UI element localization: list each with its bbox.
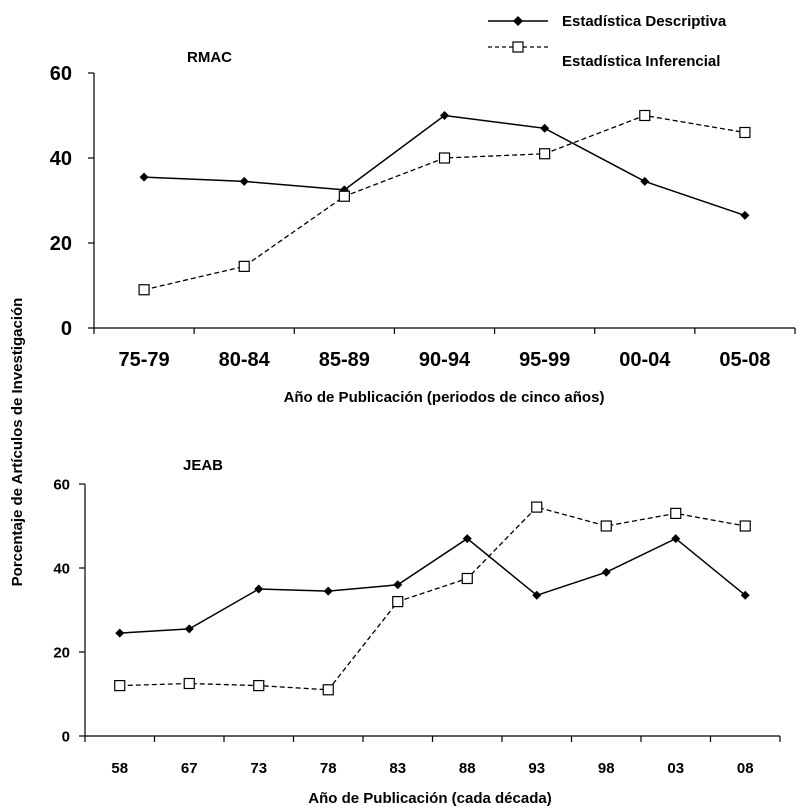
legend-marker-square <box>512 41 524 53</box>
chart-title-rmac: RMAC <box>187 49 232 66</box>
data-point-descriptiva <box>115 628 125 638</box>
legend-label-descriptiva: Estadística Descriptiva <box>562 13 727 30</box>
data-point-inferencial <box>138 284 150 296</box>
data-point-descriptiva <box>184 624 194 634</box>
y-tick-label: 40 <box>50 148 72 170</box>
data-point-inferencial <box>670 507 682 519</box>
data-point-descriptiva <box>254 584 264 594</box>
x-tick-label: 98 <box>598 760 615 777</box>
data-point-inferencial <box>114 679 126 692</box>
data-point-descriptiva <box>462 534 472 544</box>
x-tick-label: 73 <box>250 760 267 777</box>
data-point-inferencial <box>238 260 250 272</box>
x-tick-label: 83 <box>389 760 406 777</box>
data-point-descriptiva <box>323 586 333 596</box>
series-line-inferencial <box>119 506 746 691</box>
data-point-inferencial <box>338 190 350 202</box>
x-tick-label: 67 <box>181 760 198 777</box>
y-tick-label: 0 <box>61 318 72 340</box>
data-point-descriptiva <box>239 176 249 186</box>
data-point-inferencial <box>639 109 651 122</box>
y-tick-label: 0 <box>62 728 70 745</box>
x-tick-label: 00-04 <box>619 349 671 371</box>
x-tick-label: 03 <box>667 760 684 777</box>
data-point-inferencial <box>531 501 543 513</box>
x-tick-label: 95-99 <box>519 349 570 371</box>
x-axis-label-jeab: Año de Publicación (cada década) <box>308 790 551 807</box>
data-point-inferencial <box>183 677 195 690</box>
y-tick-label: 60 <box>53 476 70 493</box>
x-tick-label: 75-79 <box>118 349 169 371</box>
y-tick-label: 20 <box>50 233 72 255</box>
legend-entry-inferencial: Estadística Inferencial <box>488 41 720 70</box>
x-tick-label: 08 <box>737 760 754 777</box>
chart-panel-rmac: RMAC Año de Publicación (periodos de cin… <box>50 49 796 406</box>
x-tick-label: 88 <box>459 760 476 777</box>
data-point-inferencial <box>739 520 751 532</box>
chart-panel-jeab: JEAB Año de Publicación (cada década) 0 2… <box>53 457 781 807</box>
data-point-descriptiva <box>640 176 650 186</box>
shared-y-axis-label: Porcentaje de Artículos de Investigación <box>9 298 26 587</box>
legend-entry-descriptiva: Estadística Descriptiva <box>488 13 727 30</box>
x-tick-label: 93 <box>528 760 545 777</box>
data-point-inferencial <box>322 684 334 696</box>
x-tick-label: 85-89 <box>319 349 370 371</box>
data-point-inferencial <box>461 572 473 585</box>
x-tick-label: 05-08 <box>719 349 770 371</box>
data-point-descriptiva <box>440 111 449 120</box>
x-tick-label: 90-94 <box>419 349 471 371</box>
series-line-inferencial <box>143 114 746 291</box>
data-point-descriptiva <box>740 590 750 600</box>
data-point-descriptiva <box>671 534 681 544</box>
data-point-descriptiva <box>540 123 550 133</box>
data-point-descriptiva <box>393 580 403 590</box>
data-point-inferencial <box>739 126 751 139</box>
x-tick-label: 80-84 <box>219 349 271 371</box>
data-point-inferencial <box>253 679 265 692</box>
chart-title-jeab: JEAB <box>183 457 223 474</box>
legend-label-inferencial: Estadística Inferencial <box>562 53 720 70</box>
series-line-descriptiva <box>119 537 746 634</box>
y-tick-label: 40 <box>53 560 70 577</box>
data-point-inferencial <box>438 152 451 164</box>
data-point-inferencial <box>392 595 404 608</box>
legend: Estadística Descriptiva Estadística Infe… <box>488 13 727 70</box>
x-tick-label: 78 <box>320 760 337 777</box>
data-point-descriptiva <box>601 567 611 577</box>
y-tick-label: 60 <box>50 63 72 85</box>
data-point-descriptiva <box>139 172 149 182</box>
data-point-inferencial <box>600 520 612 532</box>
data-point-descriptiva <box>740 210 750 220</box>
y-tick-label: 20 <box>53 644 70 661</box>
legend-marker-diamond <box>513 16 523 26</box>
data-point-inferencial <box>539 148 551 160</box>
series-line-descriptiva <box>144 114 746 217</box>
x-axis-label-rmac: Año de Publicación (periodos de cinco añ… <box>284 389 605 406</box>
data-point-descriptiva <box>532 590 542 600</box>
x-tick-label: 58 <box>111 760 128 777</box>
